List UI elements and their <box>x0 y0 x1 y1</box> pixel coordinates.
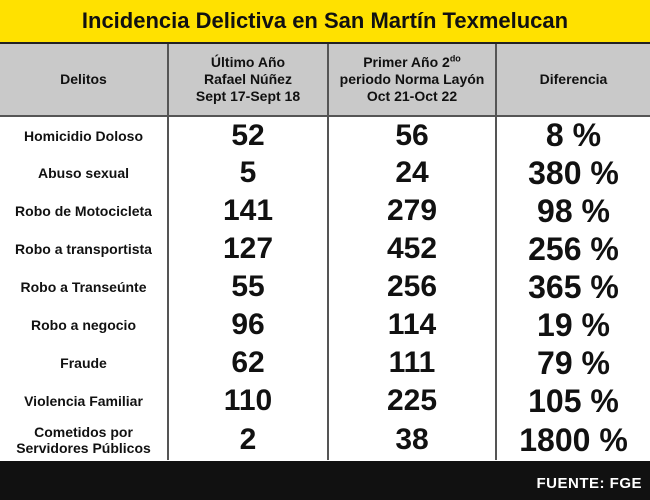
curr-value-cell: 225 <box>328 382 497 420</box>
footer-bar: FUENTE: FGE <box>0 461 650 500</box>
crime-cell: Robo de Motocicleta <box>0 192 169 230</box>
prev-value-cell: 2 <box>168 420 329 460</box>
curr-value-cell: 111 <box>328 344 497 382</box>
crime-cell: Abuso sexual <box>0 154 169 192</box>
crime-cell: Homicidio Doloso <box>0 116 169 154</box>
diff-value-cell: 19 % <box>537 306 610 343</box>
crime-cell: Cometidos por Servidores Públicos <box>0 420 169 460</box>
header-previous-year: Último Año Rafael Núñez Sept 17-Sept 18 <box>168 44 329 117</box>
prev-value-cell: 96 <box>168 306 329 344</box>
table-row: Fraude 62 111 79 % <box>0 344 650 382</box>
table-row: Abuso sexual 5 24 380 % <box>0 154 650 192</box>
curr-value-cell: 38 <box>328 420 497 460</box>
curr-value-cell: 56 <box>328 116 497 154</box>
prev-value-cell: 5 <box>168 154 329 192</box>
crime-cell: Robo a negocio <box>0 306 169 344</box>
crime-cell: Fraude <box>0 344 169 382</box>
diff-value-cell: 365 % <box>528 268 619 305</box>
table-row: Robo de Motocicleta 141 279 98 % <box>0 192 650 230</box>
curr-value-cell: 114 <box>328 306 497 344</box>
page-title: Incidencia Delictiva en San Martín Texme… <box>81 8 569 33</box>
crime-cell: Robo a transportista <box>0 230 169 268</box>
diff-value-cell: 1800 % <box>519 421 628 458</box>
header-current-year: Primer Año 2do periodo Norma Layón Oct 2… <box>328 44 497 117</box>
curr-value-cell: 452 <box>328 230 497 268</box>
table-row: Cometidos por Servidores Públicos 2 38 1… <box>0 420 650 460</box>
crime-table: Delitos Último Año Rafael Núñez Sept 17-… <box>0 44 650 460</box>
diff-value-cell: 8 % <box>545 117 602 153</box>
curr-value-cell: 24 <box>328 154 497 192</box>
title-bar: Incidencia Delictiva en San Martín Texme… <box>0 0 650 42</box>
crime-cell: Robo a Transeúnte <box>0 268 169 306</box>
prev-value-cell: 52 <box>168 116 329 154</box>
table-row: Violencia Familiar 110 225 105 % <box>0 382 650 420</box>
prev-value-cell: 141 <box>168 192 329 230</box>
header-row: Delitos Último Año Rafael Núñez Sept 17-… <box>0 44 650 117</box>
diff-value-cell: 105 % <box>528 382 619 419</box>
table-panel: Delitos Último Año Rafael Núñez Sept 17-… <box>0 42 650 461</box>
table-row: Robo a Transeúnte 55 256 365 % <box>0 268 650 306</box>
prev-value-cell: 110 <box>168 382 329 420</box>
header-delitos: Delitos <box>0 44 169 117</box>
header-diferencia: Diferencia <box>496 44 650 117</box>
prev-value-cell: 127 <box>168 230 329 268</box>
crime-cell: Violencia Familiar <box>0 382 169 420</box>
diff-value-cell: 256 % <box>528 230 619 267</box>
table-row: Homicidio Doloso 52 56 8 % <box>0 116 650 154</box>
curr-value-cell: 279 <box>328 192 497 230</box>
table-row: Robo a negocio 96 114 19 % <box>0 306 650 344</box>
prev-value-cell: 55 <box>168 268 329 306</box>
diff-value-cell: 98 % <box>537 192 610 229</box>
source-label: FUENTE: FGE <box>536 475 642 492</box>
diff-value-cell: 79 % <box>537 344 610 381</box>
table-row: Robo a transportista 127 452 256 % <box>0 230 650 268</box>
prev-value-cell: 62 <box>168 344 329 382</box>
curr-value-cell: 256 <box>328 268 497 306</box>
diff-value-cell: 380 % <box>528 154 619 191</box>
